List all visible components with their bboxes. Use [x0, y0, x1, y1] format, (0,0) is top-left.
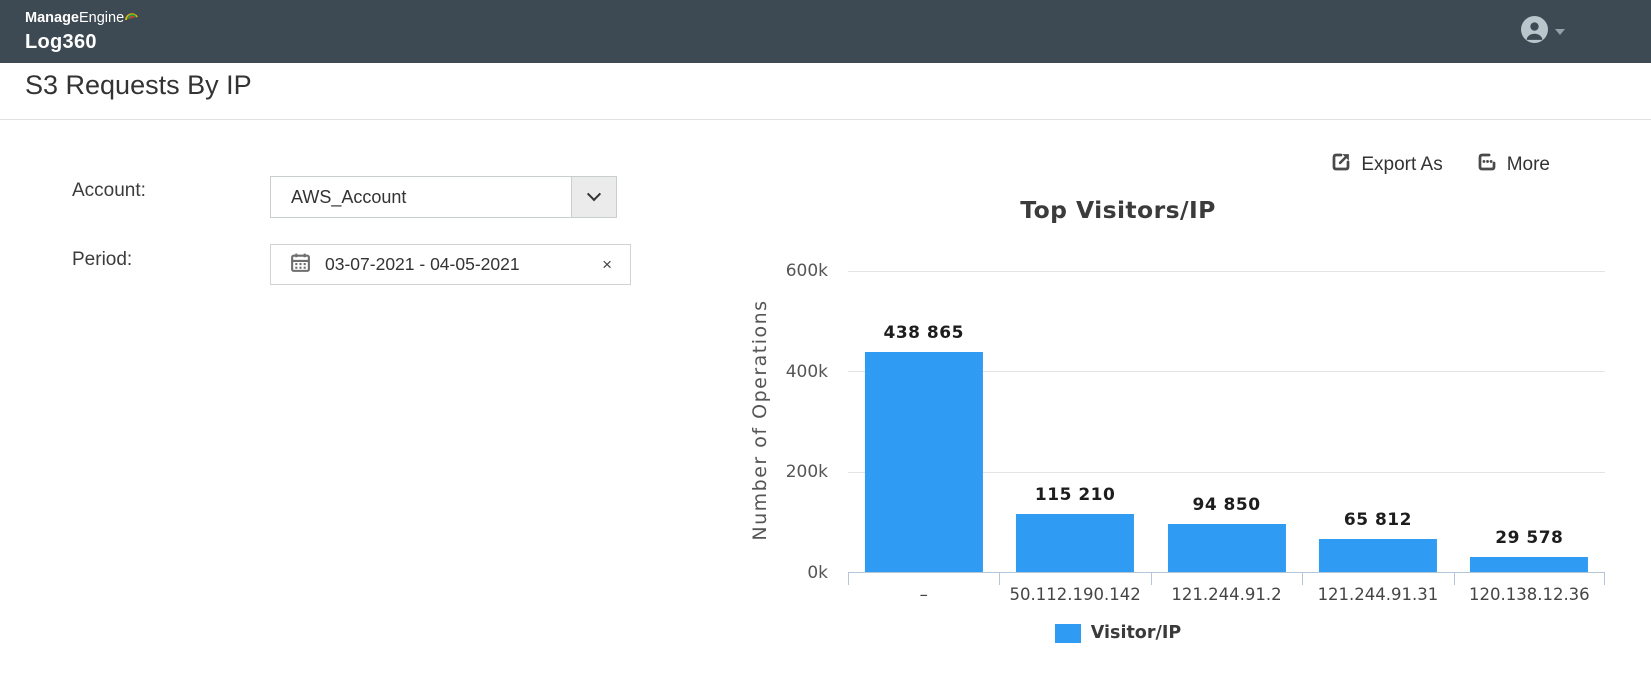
chart-plot: 438 865 115 210 94 850 65 812 29 578	[848, 271, 1605, 585]
period-field[interactable]: 03-07-2021 - 04-05-2021 ×	[270, 244, 631, 285]
x-axis-tick	[1604, 572, 1605, 585]
y-axis-tick-label: 0k	[807, 563, 828, 583]
app-header: Manage Engine Log360	[0, 0, 1651, 63]
user-avatar-icon[interactable]	[1521, 15, 1548, 48]
brand-product: Log360	[25, 31, 97, 54]
chart-title: Top Visitors/IP	[1020, 196, 1216, 224]
gridline	[848, 271, 1605, 272]
period-value: 03-07-2021 - 04-05-2021	[325, 254, 520, 274]
x-axis-label: 121.244.91.31	[1317, 585, 1439, 604]
account-select[interactable]: AWS_Account	[270, 176, 617, 218]
caret-down-icon	[1555, 28, 1565, 35]
bar-slot: 29 578	[1454, 271, 1605, 572]
y-axis-tick-label: 400k	[785, 361, 828, 382]
x-axis-label: 50.112.190.142	[1009, 585, 1141, 604]
more-label: More	[1506, 153, 1550, 175]
period-label: Period:	[72, 249, 133, 270]
bar-value-label: 94 850	[1192, 495, 1261, 516]
bar-slot: 115 210	[999, 271, 1150, 572]
brand-engine: Engine	[79, 9, 125, 26]
chevron-down-icon	[586, 187, 602, 202]
account-label: Account:	[72, 180, 146, 201]
brand-logo: Manage Engine Log360	[25, 9, 138, 54]
y-axis-tick-label: 200k	[785, 462, 828, 483]
x-axis-tick	[848, 572, 849, 585]
y-axis-ticks: 600k 400k 200k 0k	[740, 261, 828, 583]
bar-value-label: 65 812	[1343, 509, 1412, 530]
more-button[interactable]: More	[1476, 151, 1550, 178]
legend-item[interactable]: Visitor/IP	[848, 623, 1388, 643]
gridline	[848, 371, 1605, 373]
x-axis-label: –	[919, 585, 928, 604]
legend-label: Visitor/IP	[1090, 623, 1182, 643]
bar[interactable]	[864, 351, 983, 572]
more-icon	[1476, 151, 1498, 178]
x-axis-tick	[999, 572, 1001, 585]
bar[interactable]	[1470, 557, 1589, 572]
brand-manage: Manage	[25, 9, 79, 26]
bar[interactable]	[1167, 524, 1286, 572]
chart-x-labels: – 50.112.190.142 121.244.91.2 121.244.91.31…	[848, 585, 1605, 604]
bar[interactable]	[1318, 538, 1437, 572]
calendar-icon	[289, 251, 312, 279]
bar-value-label: 438 865	[883, 322, 964, 343]
user-menu[interactable]	[1521, 15, 1565, 48]
gridline	[848, 471, 1605, 473]
bar-value-label: 115 210	[1034, 485, 1116, 506]
bar-slot: 94 850	[1151, 271, 1302, 572]
bar-slot: 438 865	[848, 271, 999, 572]
bar-value-label: 29 578	[1495, 528, 1564, 549]
period-clear-button[interactable]: ×	[602, 254, 612, 274]
manageengine-swoosh-icon	[125, 11, 138, 28]
x-axis-tick	[1302, 572, 1304, 585]
x-axis-label: 121.244.91.2	[1171, 585, 1282, 604]
export-as-label: Export As	[1361, 153, 1443, 175]
export-icon	[1330, 151, 1352, 178]
bar[interactable]	[1016, 514, 1135, 572]
account-select-value: AWS_Account	[291, 186, 407, 207]
bar-slot: 65 812	[1302, 271, 1453, 572]
legend-swatch	[1054, 623, 1081, 643]
export-as-button[interactable]: Export As	[1330, 151, 1443, 178]
account-select-chevron-button[interactable]	[571, 177, 616, 217]
x-axis-tick	[1453, 572, 1455, 585]
title-divider	[0, 119, 1651, 120]
page-title: S3 Requests By IP	[25, 70, 252, 100]
x-axis-tick	[1150, 572, 1152, 585]
chart-toolbar: Export As More	[1308, 151, 1550, 178]
x-axis-label: 120.138.12.36	[1468, 585, 1590, 604]
y-axis-tick-label: 600k	[785, 261, 828, 281]
